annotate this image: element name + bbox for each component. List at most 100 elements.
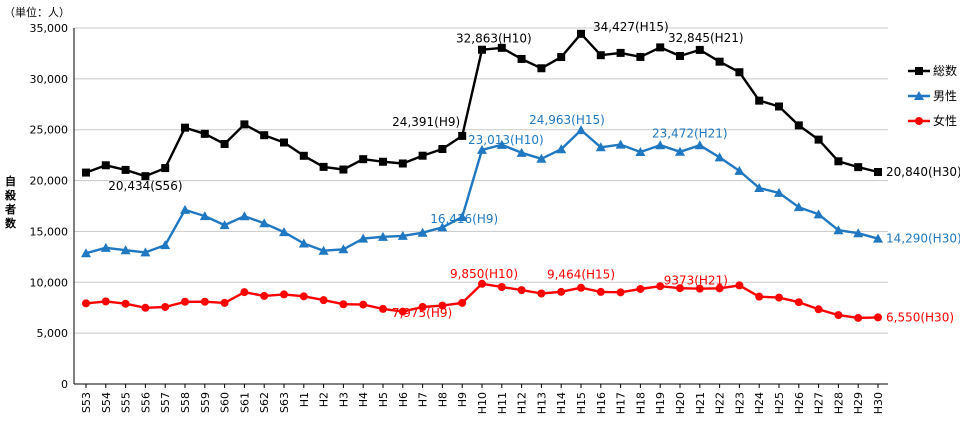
- data-point: [358, 233, 369, 243]
- x-tick-label: H1: [298, 392, 311, 407]
- x-tick-label: H12: [516, 392, 529, 414]
- data-point: [496, 139, 507, 149]
- x-tick-label: S57: [159, 392, 172, 413]
- data-point: [656, 43, 665, 52]
- data-point: [219, 220, 230, 230]
- data-point: [141, 303, 150, 312]
- x-tick-label: S63: [278, 392, 291, 413]
- data-point: [794, 298, 803, 307]
- x-axis-ticks: S53 S54 S55 S56 S57 S58 S59 S60 S61 S62 S63 H1 H2 H3 H…: [80, 384, 885, 414]
- data-point: [596, 51, 605, 60]
- x-tick-label: H10: [476, 392, 489, 414]
- data-point: [299, 292, 308, 301]
- data-point: [378, 231, 388, 241]
- data-point: [121, 165, 130, 174]
- data-point: [695, 284, 704, 293]
- x-tick-label: H17: [615, 392, 628, 414]
- data-point: [676, 51, 684, 60]
- data-point: [854, 313, 863, 322]
- x-tick-label: H15: [575, 392, 588, 414]
- data-point: [755, 96, 764, 105]
- x-tick-label: H6: [397, 392, 410, 407]
- data-label: 20,840(H30): [886, 165, 960, 179]
- x-tick-label: H26: [793, 392, 806, 414]
- data-point: [576, 125, 586, 135]
- series-line-0: [85, 32, 879, 178]
- data-point: [556, 144, 567, 154]
- data-label: 23,013(H10): [468, 133, 544, 147]
- data-point: [813, 209, 824, 219]
- data-point: [220, 139, 229, 148]
- data-label: 23,472(H21): [652, 126, 728, 140]
- x-tick-label: S55: [120, 392, 133, 413]
- data-point: [181, 297, 189, 306]
- data-point: [557, 287, 566, 296]
- data-point: [874, 168, 882, 177]
- data-label: 20,434(S56): [108, 179, 182, 193]
- data-point: [695, 45, 704, 54]
- data-point: [259, 218, 270, 228]
- data-point: [438, 301, 447, 310]
- data-point: [577, 283, 585, 292]
- data-point: [180, 204, 190, 214]
- x-tick-label: H27: [813, 392, 826, 414]
- data-point: [834, 311, 843, 320]
- x-tick-label: S58: [179, 392, 192, 413]
- data-point: [874, 313, 882, 322]
- legend-label: 総数: [933, 63, 957, 78]
- data-point: [82, 168, 90, 177]
- legend-label: 男性: [933, 89, 957, 103]
- data-point: [834, 157, 843, 166]
- data-point: [339, 300, 348, 309]
- data-point: [537, 289, 546, 298]
- x-tick-label: H8: [436, 392, 449, 407]
- data-point: [398, 307, 407, 316]
- data-point: [775, 293, 783, 302]
- data-point: [398, 159, 407, 168]
- x-tick-label: S56: [139, 392, 152, 413]
- data-point: [557, 53, 566, 62]
- x-tick-label: H13: [535, 392, 548, 414]
- x-tick-label: H18: [634, 392, 647, 414]
- y-axis-label-char: 者: [4, 202, 16, 216]
- data-point: [477, 144, 487, 154]
- x-tick-label: H24: [753, 392, 766, 414]
- data-point: [437, 222, 448, 232]
- data-point: [595, 142, 606, 152]
- data-label: 16,416(H9): [430, 212, 498, 226]
- data-point: [240, 288, 249, 297]
- data-point: [140, 247, 151, 257]
- data-point: [536, 153, 547, 163]
- data-point: [101, 297, 110, 306]
- data-point: [793, 202, 804, 212]
- data-point: [853, 228, 864, 238]
- series-group: [81, 29, 883, 322]
- data-label: 24,391(H9): [392, 115, 460, 129]
- data-point: [298, 238, 309, 248]
- data-point: [854, 163, 863, 172]
- y-tick-label: 15,000: [30, 225, 69, 238]
- data-point: [318, 245, 329, 255]
- data-label: 14,290(H30): [886, 232, 960, 246]
- x-tick-label: H19: [654, 392, 667, 414]
- y-tick-label: 25,000: [30, 124, 69, 137]
- data-point: [239, 211, 250, 221]
- y-tick-label: 10,000: [30, 276, 69, 289]
- data-point: [417, 227, 428, 237]
- x-tick-label: H25: [773, 392, 786, 414]
- data-point: [497, 43, 506, 52]
- data-point: [694, 140, 705, 150]
- data-point: [636, 52, 645, 61]
- x-tick-label: H16: [595, 392, 608, 414]
- data-point: [279, 227, 289, 237]
- x-tick-label: H23: [733, 392, 746, 414]
- legend-label: 女性: [933, 113, 957, 128]
- y-axis-label-char: 殺: [4, 188, 17, 202]
- data-point: [200, 129, 209, 138]
- data-label: 32,845(H21): [668, 31, 744, 45]
- legend-marker: [915, 67, 923, 75]
- data-point: [537, 64, 546, 73]
